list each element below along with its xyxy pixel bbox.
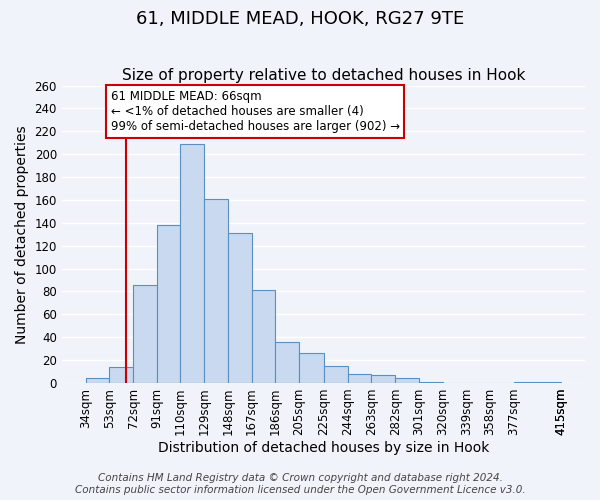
Bar bbox=[204, 199, 228, 383]
Bar bbox=[299, 353, 324, 383]
Text: 61 MIDDLE MEAD: 66sqm
← <1% of detached houses are smaller (4)
99% of semi-detac: 61 MIDDLE MEAD: 66sqm ← <1% of detached … bbox=[110, 90, 400, 133]
Text: Contains HM Land Registry data © Crown copyright and database right 2024.
Contai: Contains HM Land Registry data © Crown c… bbox=[74, 474, 526, 495]
X-axis label: Distribution of detached houses by size in Hook: Distribution of detached houses by size … bbox=[158, 441, 489, 455]
Bar bbox=[157, 225, 181, 383]
Bar bbox=[228, 233, 251, 383]
Bar bbox=[371, 375, 395, 383]
Bar bbox=[181, 144, 204, 383]
Text: 61, MIDDLE MEAD, HOOK, RG27 9TE: 61, MIDDLE MEAD, HOOK, RG27 9TE bbox=[136, 10, 464, 28]
Bar bbox=[86, 378, 109, 383]
Y-axis label: Number of detached properties: Number of detached properties bbox=[15, 125, 29, 344]
Bar bbox=[419, 382, 443, 383]
Bar bbox=[395, 378, 419, 383]
Title: Size of property relative to detached houses in Hook: Size of property relative to detached ho… bbox=[122, 68, 525, 83]
Bar bbox=[109, 367, 133, 383]
Bar bbox=[348, 374, 371, 383]
Bar bbox=[514, 382, 561, 383]
Bar bbox=[251, 290, 275, 383]
Bar bbox=[324, 366, 348, 383]
Bar bbox=[133, 284, 157, 383]
Bar bbox=[275, 342, 299, 383]
